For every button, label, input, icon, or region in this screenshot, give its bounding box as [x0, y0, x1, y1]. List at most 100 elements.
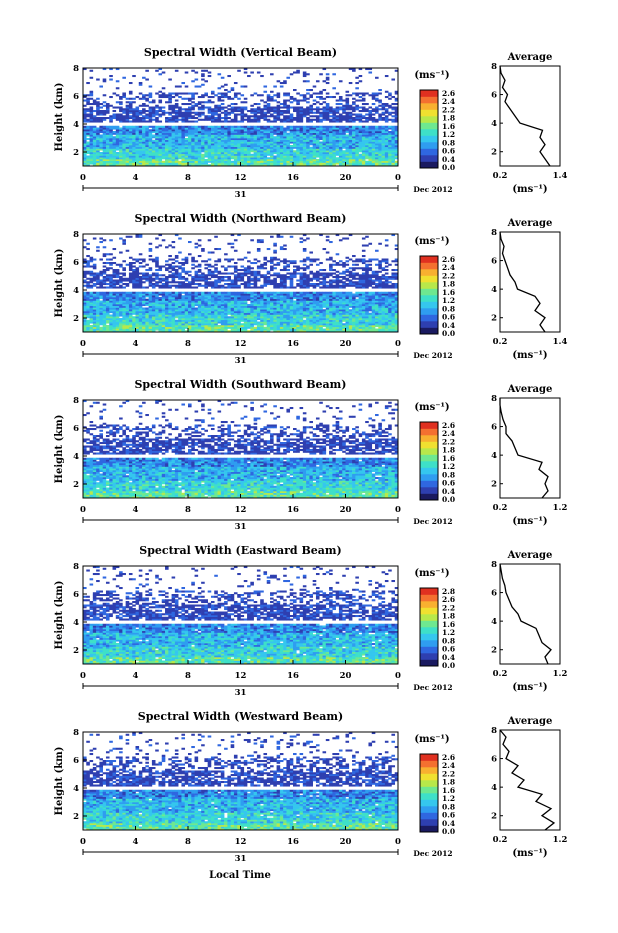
heatmap-cell — [332, 309, 336, 311]
heatmap-cell — [218, 315, 222, 317]
heatmap-cell — [244, 154, 248, 156]
heatmap-cell — [181, 154, 185, 156]
heatmap-cell — [86, 128, 90, 130]
heatmap-cell — [349, 108, 353, 110]
heatmap-cell — [359, 129, 363, 131]
heatmap-cell — [221, 159, 225, 161]
heatmap-cell — [168, 150, 172, 152]
heatmap-cell — [149, 318, 153, 320]
heatmap-cell — [339, 304, 343, 306]
heatmap-cell — [198, 114, 202, 116]
heatmap-cell — [198, 147, 202, 149]
heatmap-cell — [270, 98, 274, 100]
heatmap-cell — [346, 112, 350, 114]
heatmap-cell — [191, 306, 195, 308]
heatmap-cell — [201, 135, 205, 137]
heatmap-cell — [339, 154, 343, 156]
heatmap-cell — [372, 121, 376, 123]
heatmap-cell — [362, 98, 366, 100]
heatmap-cell — [342, 140, 346, 142]
heatmap-cell — [339, 108, 343, 110]
heatmap-cell — [254, 114, 258, 116]
heatmap-cell — [86, 323, 90, 325]
heatmap-cell — [332, 150, 336, 152]
heatmap-cell — [129, 159, 133, 161]
heatmap-cell — [359, 96, 363, 98]
heatmap-cell — [250, 112, 254, 114]
heatmap-cell — [122, 93, 126, 95]
heatmap-cell — [188, 323, 192, 325]
heatmap-cell — [349, 135, 353, 137]
heatmap-cell — [375, 145, 379, 147]
heatmap-cell — [362, 308, 366, 310]
heatmap-cell — [152, 108, 156, 110]
heatmap-cell — [385, 323, 389, 325]
heatmap-cell — [362, 143, 366, 145]
heatmap-cell — [142, 103, 146, 105]
heatmap-cell — [158, 316, 162, 318]
heatmap-cell — [270, 145, 274, 147]
heatmap-cell — [355, 159, 359, 161]
heatmap-cell — [290, 115, 294, 117]
heatmap-cell — [211, 311, 215, 313]
heatmap-cell — [168, 302, 172, 304]
heatmap-cell — [99, 107, 103, 109]
heatmap-cell — [296, 302, 300, 304]
heatmap-cell — [273, 315, 277, 317]
heatmap-cell — [313, 313, 317, 315]
heatmap-cell — [224, 329, 228, 331]
heatmap-cell — [290, 323, 294, 325]
heatmap-cell — [126, 119, 130, 121]
heatmap-cell — [106, 301, 110, 303]
heatmap-cell — [323, 119, 327, 121]
heatmap-cell — [231, 142, 235, 144]
heatmap-cell — [286, 313, 290, 315]
heatmap-cell — [234, 114, 238, 116]
heatmap-cell — [93, 140, 97, 142]
heatmap-cell — [165, 311, 169, 313]
heatmap-cell — [231, 150, 235, 152]
heatmap-cell — [208, 108, 212, 110]
heatmap-cell — [260, 135, 264, 137]
heatmap-cell — [342, 108, 346, 110]
heatmap-cell — [391, 131, 395, 133]
heatmap-cell — [342, 323, 346, 325]
heatmap-cell — [175, 129, 179, 131]
heatmap-cell — [352, 101, 356, 103]
heatmap-cell — [90, 313, 94, 315]
heatmap-cell — [293, 128, 297, 130]
heatmap-cell — [109, 135, 113, 137]
heatmap-cell — [86, 110, 90, 112]
heatmap-cell — [306, 320, 310, 322]
heatmap-cell — [332, 115, 336, 117]
heatmap-cell — [244, 327, 248, 329]
heatmap-cell — [201, 105, 205, 107]
heatmap-cell — [280, 126, 284, 128]
heatmap-cell — [122, 96, 126, 98]
heatmap-cell — [273, 150, 277, 152]
heatmap-cell — [332, 302, 336, 304]
heatmap-cell — [181, 323, 185, 325]
heatmap-cell — [99, 301, 103, 303]
heatmap-cell — [362, 100, 366, 102]
heatmap-cell — [99, 121, 103, 123]
heatmap-cell — [247, 163, 251, 165]
heatmap-cell — [375, 325, 379, 327]
heatmap-cell — [316, 133, 320, 135]
heatmap-cell — [247, 322, 251, 324]
heatmap-cell — [224, 89, 228, 91]
heatmap-cell — [96, 159, 100, 161]
heatmap-cell — [214, 121, 218, 123]
heatmap-cell — [237, 157, 241, 159]
heatmap-cell — [136, 161, 140, 163]
heatmap-cell — [237, 154, 241, 156]
heatmap-cell — [346, 119, 350, 121]
heatmap-cell — [241, 306, 245, 308]
heatmap-cell — [136, 311, 140, 313]
heatmap-cell — [385, 105, 389, 107]
heatmap-cell — [90, 163, 94, 165]
heatmap-cell — [158, 108, 162, 110]
heatmap-cell — [162, 154, 166, 156]
heatmap-cell — [106, 159, 110, 161]
heatmap-cell — [290, 135, 294, 137]
